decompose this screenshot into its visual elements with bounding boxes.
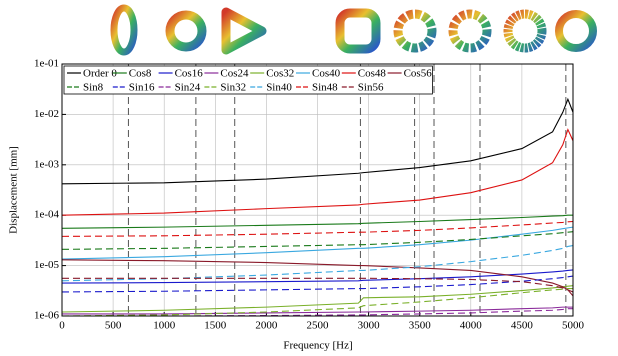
legend-label: Cos56 xyxy=(404,68,433,80)
x-tick-label: 0 xyxy=(59,320,65,332)
legend-label: Sin8 xyxy=(83,82,104,94)
legend-label: Cos24 xyxy=(220,68,249,80)
y-tick-label: 1e-02 xyxy=(34,108,59,120)
mode-shapes xyxy=(114,8,593,52)
legend-label: Cos16 xyxy=(175,68,204,80)
x-tick-label: 2500 xyxy=(307,320,330,332)
y-tick-label: 1e-06 xyxy=(34,310,60,322)
x-axis-label: Frequency [Hz] xyxy=(283,340,352,352)
legend-label: Sin16 xyxy=(129,82,155,94)
legend-label: Order 0 xyxy=(83,68,117,80)
legend-label: Cos40 xyxy=(312,68,341,80)
legend-label: Sin32 xyxy=(220,82,246,94)
y-tick-label: 1e-01 xyxy=(34,58,59,70)
x-tick-label: 4000 xyxy=(460,320,483,332)
y-axis-label: Displacement [mm] xyxy=(8,146,20,234)
x-tick-label: 3000 xyxy=(358,320,381,332)
legend-label: Cos32 xyxy=(266,68,294,80)
legend-label: Cos8 xyxy=(129,68,152,80)
x-tick-label: 500 xyxy=(105,320,122,332)
legend-label: Cos48 xyxy=(358,68,387,80)
y-tick-label: 1e-03 xyxy=(34,158,60,170)
chart: Frequency [Hz] Displacement [mm] 1e-06 1e… xyxy=(0,0,618,356)
x-tick-label: 1000 xyxy=(153,320,176,332)
x-tick-label: 5000 xyxy=(562,320,585,332)
legend-label: Sin40 xyxy=(266,82,292,94)
legend-label: Sin56 xyxy=(358,82,384,94)
x-tick-label: 1500 xyxy=(204,320,227,332)
x-tick-label: 3500 xyxy=(409,320,432,332)
legend-label: Sin48 xyxy=(312,82,338,94)
x-tick-label: 4500 xyxy=(511,320,534,332)
y-tick-label: 1e-04 xyxy=(34,209,60,221)
x-tick-label: 2000 xyxy=(255,320,278,332)
y-tick-label: 1e-05 xyxy=(34,259,60,271)
legend-label: Sin24 xyxy=(175,82,201,94)
legend: Order 0 Cos8 Cos16 Cos24 Cos32 Cos40 Cos48 Cos5… xyxy=(64,66,432,94)
